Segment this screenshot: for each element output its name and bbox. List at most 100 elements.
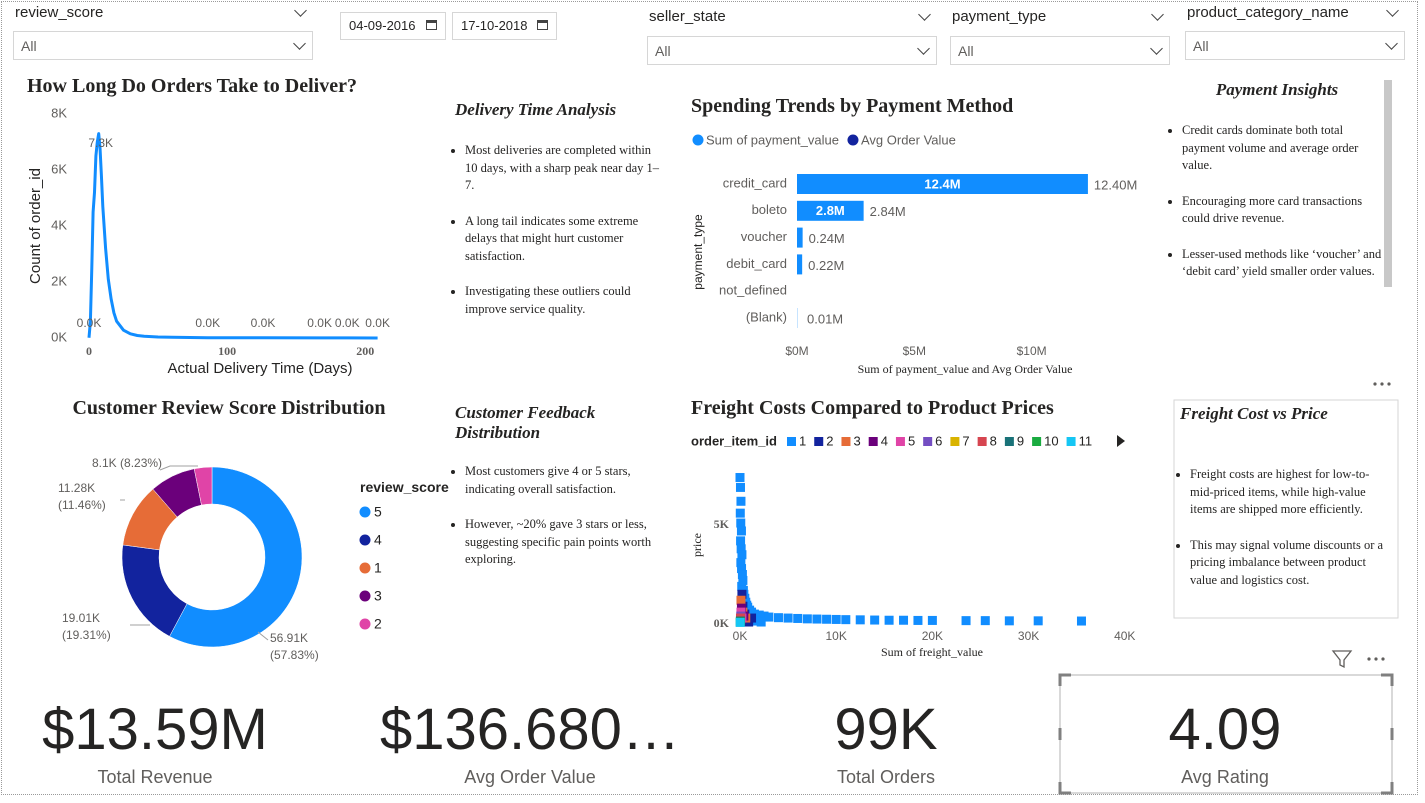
scatter-point: [822, 614, 832, 624]
data-label: 0.0K: [307, 316, 332, 330]
y-tick-label: 0K: [714, 616, 730, 630]
pie-slice: [193, 466, 213, 506]
date-input[interactable]: 04-09-2016: [340, 12, 446, 40]
chevron: [1150, 42, 1163, 55]
legend-marker: [950, 437, 960, 446]
chart-title: Customer Review Score Distribution: [72, 397, 386, 419]
card-label: Avg Order Value: [464, 767, 596, 787]
card-label: Total Orders: [836, 767, 936, 787]
slicer-dropdown[interactable]: All: [13, 31, 313, 60]
x-tick-label: 10K: [826, 629, 847, 643]
text-box-title: Freight Cost vs Price: [1180, 404, 1328, 423]
legend-marker: [359, 534, 371, 546]
slicer-dropdown[interactable]: All: [647, 36, 937, 65]
bullet: Encouraging more card transactions could…: [1182, 193, 1382, 228]
filter-icon[interactable]: [1331, 650, 1353, 669]
scatter-point: [831, 614, 841, 624]
legend-next[interactable]: [1117, 435, 1125, 447]
scatter-point: [980, 616, 990, 626]
bar: [797, 200, 864, 221]
card-value: $136.680…: [380, 697, 680, 762]
chevron: [917, 42, 930, 55]
legend-label: 5: [908, 433, 915, 448]
more-options[interactable]: [1373, 382, 1391, 386]
x-tick-label: $10M: [1017, 344, 1047, 358]
legend-marker: [923, 437, 933, 446]
slicer-label: payment_type: [952, 8, 1047, 25]
slicer-dropdown[interactable]: All: [1185, 31, 1405, 60]
chevron: [1385, 37, 1398, 50]
data-label: 0.0K: [335, 316, 360, 330]
freight-box-border: [1173, 399, 1399, 619]
data-label: 19.01K (19.31%): [62, 611, 111, 642]
date-input[interactable]: 17-10-2018: [452, 12, 557, 40]
slicer-value: All: [21, 38, 37, 54]
legend-label: 4: [374, 532, 382, 548]
leader-line: [257, 631, 269, 641]
scatter-point: [737, 550, 747, 560]
data-label: 56.91K (57.83%): [270, 631, 319, 662]
slicer-label: review_score: [15, 4, 104, 21]
card-label: Total Revenue: [97, 767, 213, 787]
bullet-list: Most deliveries are completed within 10 …: [455, 142, 665, 318]
legend-label: 4: [881, 433, 888, 448]
legend-label: 3: [374, 588, 382, 604]
data-label: 0.22M: [808, 258, 844, 273]
scatter-point: [1004, 616, 1014, 626]
chevron: [1151, 8, 1164, 21]
scatter-point: [736, 595, 746, 605]
bullet: Most deliveries are completed within 10 …: [465, 142, 665, 195]
date-value: 04-09-2016: [349, 18, 416, 33]
legend-label: 10: [1044, 433, 1058, 448]
legend-label: 2: [826, 433, 833, 448]
scrollbar[interactable]: [1384, 80, 1392, 287]
y-axis-label: Count of order_id: [27, 168, 44, 284]
scatter-point: [736, 536, 746, 546]
slicer-label: product_category_name: [1187, 4, 1349, 21]
data-label: 8.1K (8.23%): [92, 456, 163, 470]
bullet-list: Freight costs are highest for low-to-mid…: [1180, 466, 1390, 589]
x-tick-label: 30K: [1018, 629, 1039, 643]
scatter-point: [913, 615, 923, 625]
bar: [797, 174, 1088, 194]
scatter-point: [841, 615, 851, 625]
bar: [797, 254, 803, 275]
data-label-inside: 2.8M: [816, 203, 845, 218]
bullet: Investigating these outliers could impro…: [465, 283, 665, 318]
scatter-point: [735, 482, 745, 492]
scatter-point: [812, 614, 822, 624]
legend-marker: [847, 134, 859, 146]
scatter-point: [884, 615, 894, 625]
scatter-point: [737, 564, 747, 574]
text-box: Freight Cost vs Price Freight costs are h…: [1180, 404, 1390, 607]
scatter-point: [736, 526, 746, 536]
slicer: review_score All: [13, 4, 313, 60]
x-axis-label: Actual Delivery Time (Days): [167, 360, 352, 377]
text-box: Delivery Time Analysis Most deliveries ar…: [455, 100, 665, 336]
slicer-dropdown[interactable]: All: [950, 36, 1170, 65]
text-box-title: Customer Feedback Distribution: [455, 403, 596, 442]
data-label: 0.0K: [77, 316, 102, 330]
chart-title: Freight Costs Compared to Product Prices: [691, 397, 1054, 419]
legend-marker: [359, 506, 371, 518]
legend-marker: [787, 437, 796, 446]
bullet: Freight costs are highest for low-to-mid…: [1190, 466, 1390, 519]
selection-handles: [1058, 673, 1394, 795]
y-tick-label: debit_card: [726, 256, 787, 271]
data-label: 11.28K (11.46%): [58, 481, 106, 512]
more-options[interactable]: [1367, 657, 1385, 661]
text-box-title: Payment Insights: [1215, 80, 1339, 99]
scatter-point: [756, 617, 766, 627]
legend-label: 11: [1079, 433, 1093, 448]
x-tick-label: $5M: [903, 344, 926, 358]
scatter-point: [736, 544, 746, 554]
scatter-point: [783, 613, 793, 623]
chevron: [293, 37, 306, 50]
legend-marker: [895, 437, 905, 446]
leader-line: [159, 465, 198, 471]
legend-label: 2: [374, 616, 382, 632]
legend-marker: [359, 618, 371, 630]
y-tick-label: (Blank): [746, 309, 787, 324]
slicer: seller_state All: [647, 8, 937, 65]
